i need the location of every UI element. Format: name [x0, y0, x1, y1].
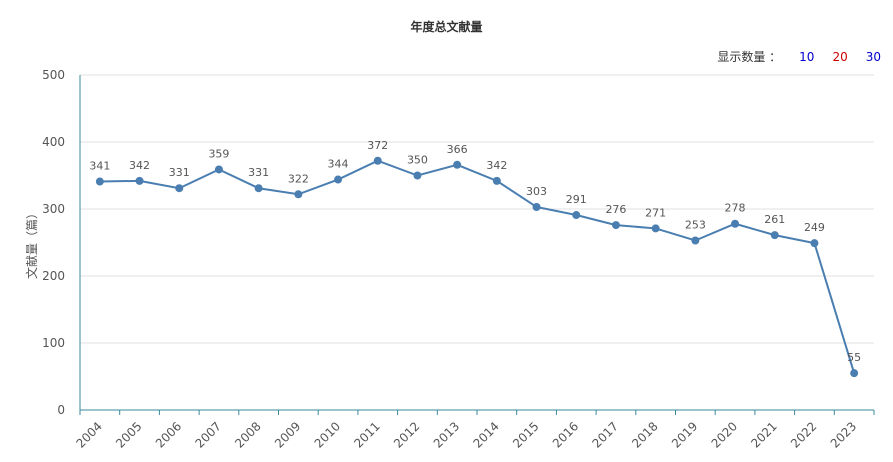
data-point-2019 — [691, 236, 700, 245]
x-tick-label-2009: 2009 — [272, 419, 303, 450]
x-tick-label-2011: 2011 — [351, 419, 382, 450]
data-point-2009 — [294, 190, 303, 199]
data-label-2005: 342 — [129, 159, 150, 172]
data-label-2013: 366 — [447, 143, 468, 156]
x-tick-label-2005: 2005 — [113, 419, 144, 450]
data-label-2014: 342 — [486, 159, 507, 172]
data-label-2021: 261 — [764, 213, 785, 226]
data-label-2019: 253 — [685, 218, 706, 231]
data-label-2006: 331 — [169, 166, 190, 179]
data-point-2004 — [95, 177, 104, 186]
x-tick-label-2007: 2007 — [193, 419, 224, 450]
x-tick-label-2018: 2018 — [629, 419, 660, 450]
display-count-selector: 显示数量 ： 10 20 30 — [717, 48, 881, 65]
y-tick-label-2: 200 — [42, 269, 65, 283]
x-tick-label-2004: 2004 — [73, 419, 104, 450]
data-point-2016 — [572, 211, 581, 220]
data-point-2006 — [175, 184, 184, 193]
y-axis-label: 文献量（篇） — [24, 207, 39, 279]
data-label-2007: 359 — [208, 147, 229, 160]
data-point-2017 — [611, 221, 620, 230]
data-point-2015 — [532, 202, 541, 211]
data-label-2016: 291 — [566, 193, 587, 206]
data-point-2021 — [770, 231, 779, 240]
x-tick-label-2014: 2014 — [470, 419, 501, 450]
data-point-2008 — [254, 184, 263, 193]
x-tick-label-2015: 2015 — [510, 419, 541, 450]
data-point-2007 — [214, 165, 223, 174]
x-tick-label-2016: 2016 — [550, 419, 581, 450]
x-tick-label-2008: 2008 — [232, 419, 263, 450]
data-label-2009: 322 — [288, 172, 309, 185]
x-tick-label-2020: 2020 — [709, 419, 740, 450]
data-label-2018: 271 — [645, 206, 666, 219]
axes: 0 100 200 300 400 500 2004 2005 2006 2007 2008 2009… — [42, 68, 875, 451]
data-point-2013 — [453, 160, 462, 169]
y-tick-label-0: 0 — [57, 403, 65, 417]
data-label-2015: 303 — [526, 185, 547, 198]
x-tick-label-2010: 2010 — [312, 419, 343, 450]
data-label-2017: 276 — [605, 203, 626, 216]
data-point-2022 — [810, 239, 819, 248]
data-point-2011 — [373, 156, 382, 165]
x-tick-label-2021: 2021 — [748, 419, 779, 450]
data-label-2004: 341 — [89, 160, 110, 173]
display-count-option-20[interactable]: 20 — [832, 49, 848, 64]
x-tick-label-2017: 2017 — [590, 419, 621, 450]
data-point-2018 — [651, 224, 660, 233]
data-point-2023 — [850, 369, 859, 378]
data-label-2008: 331 — [248, 166, 269, 179]
data-labels: 341 342 331 359 331 322 344 372 350 366 342 303 291 2… — [89, 139, 861, 364]
display-count-option-30[interactable]: 30 — [865, 49, 881, 64]
display-count-label: 显示数量 ： — [717, 50, 782, 64]
x-tick-label-2013: 2013 — [431, 419, 462, 450]
x-tick-label-2022: 2022 — [788, 419, 819, 450]
data-point-2012 — [413, 171, 422, 180]
data-label-2023: 55 — [847, 351, 861, 364]
x-tick-label-2012: 2012 — [391, 419, 422, 450]
x-tick-label-2019: 2019 — [669, 419, 700, 450]
data-point-2010 — [334, 175, 343, 184]
x-tick-label-2023: 2023 — [828, 419, 859, 450]
data-point-2014 — [492, 176, 501, 185]
data-label-2012: 350 — [407, 154, 428, 167]
data-point-2005 — [135, 176, 144, 185]
series-line-0 — [99, 159, 856, 374]
display-count-option-10[interactable]: 10 — [799, 49, 815, 64]
chart-title: 年度总文献量 — [410, 20, 483, 34]
x-tick-label-2006: 2006 — [153, 419, 184, 450]
y-tick-label-4: 400 — [42, 135, 65, 149]
y-tick-label-5: 500 — [42, 68, 65, 82]
data-label-2011: 372 — [367, 139, 388, 152]
data-label-2020: 278 — [725, 202, 746, 215]
grid-lines — [80, 74, 874, 344]
y-tick-label-1: 100 — [42, 336, 65, 350]
series-layer — [95, 156, 859, 378]
data-label-2010: 344 — [328, 158, 349, 171]
data-point-2020 — [731, 219, 740, 228]
data-label-2022: 249 — [804, 221, 825, 234]
y-tick-label-3: 300 — [42, 202, 65, 216]
